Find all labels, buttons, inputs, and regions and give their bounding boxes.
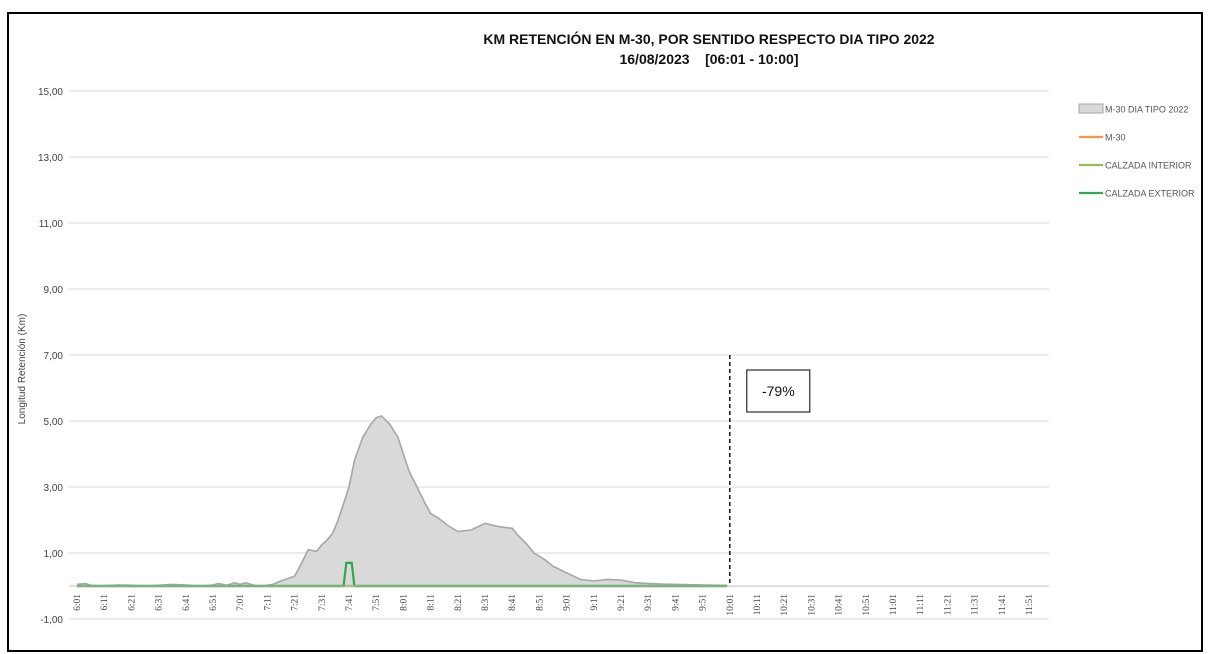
x-tick-label: 8:01 (399, 594, 409, 611)
y-tick-label: 7,00 (44, 351, 64, 362)
x-tick-label: 8:41 (508, 594, 518, 611)
x-tick-label: 10:31 (807, 594, 817, 616)
x-tick-label: 11:51 (1025, 594, 1035, 616)
legend: M-30 DIA TIPO 2022 M-30 CALZADA INTERIOR CA… (1078, 103, 1195, 199)
x-tick-label: 11:21 (943, 594, 953, 616)
grid-layer (69, 90, 1049, 620)
x-tick-label: 8:51 (535, 594, 545, 611)
y-tick-label: 3,00 (44, 483, 64, 494)
series-area-fill (77, 416, 728, 586)
x-tick-label: 9:11 (590, 594, 600, 611)
legend-label: CALZADA INTERIOR (1105, 161, 1192, 171)
legend-label: M-30 DIA TIPO 2022 (1105, 105, 1188, 115)
y-tick-label: 1,00 (44, 549, 64, 560)
x-tick-label: 7:41 (345, 594, 355, 611)
x-tick-label: 11:31 (971, 594, 981, 616)
x-tick-label: 11:41 (998, 594, 1008, 616)
x-tick-label: 7:51 (372, 594, 382, 611)
x-tick-label: 11:01 (889, 594, 899, 616)
y-tick-label: 5,00 (44, 417, 64, 428)
x-tick-label: 9:21 (617, 594, 627, 611)
x-tick-label: 7:31 (318, 594, 328, 611)
x-tick-label: 6:51 (209, 594, 219, 611)
x-tick-label: 10:21 (780, 594, 790, 616)
x-tick-label: 9:51 (699, 594, 709, 611)
plot-area (76, 415, 728, 587)
annotation-layer: -79% (729, 355, 811, 586)
annotation-box (746, 369, 811, 413)
chart-svg: KM RETENCIÓN EN M-30, POR SENTIDO RESPEC… (17, 30, 1195, 626)
x-tick-label: 7:21 (291, 594, 301, 611)
chart-title: KM RETENCIÓN EN M-30, POR SENTIDO RESPEC… (483, 30, 934, 47)
x-tick-label: 6:01 (73, 594, 83, 611)
legend-label: M-30 (1105, 133, 1126, 143)
x-tick-label: 10:41 (835, 594, 845, 616)
chart-frame: KM RETENCIÓN EN M-30, POR SENTIDO RESPEC… (7, 12, 1203, 652)
x-tick-label: 8:21 (454, 594, 464, 611)
x-tick-label: 6:31 (155, 594, 165, 611)
x-tick-label: 8:31 (481, 594, 491, 611)
y-axis-ticks: -1,00 1,00 3,00 5,00 7,00 9,00 11,00 13,00 15,00 (38, 87, 63, 626)
x-axis-ticks: 6:01 6:11 6:21 6:31 6:41 6:51 7:01 7:11 7:21 7:31… (69, 585, 1049, 616)
x-tick-label: 10:51 (862, 594, 872, 616)
x-tick-label: 9:01 (563, 594, 573, 611)
y-tick-label: 15,00 (38, 87, 63, 98)
x-tick-label: 9:41 (671, 594, 681, 611)
y-tick-label: 13,00 (38, 153, 63, 164)
annotation-label: -79% (762, 383, 795, 399)
series-area-outline (76, 415, 728, 587)
legend-swatch (1078, 103, 1104, 114)
x-tick-label: 6:21 (127, 594, 137, 611)
x-tick-label: 9:31 (644, 594, 654, 611)
x-tick-label: 6:11 (100, 594, 110, 611)
x-tick-label: 10:01 (726, 594, 736, 616)
legend-label: CALZADA EXTERIOR (1105, 189, 1195, 199)
y-tick-label: 9,00 (44, 285, 64, 296)
x-tick-label: 11:11 (916, 594, 926, 615)
x-tick-label: 7:11 (263, 594, 273, 611)
x-tick-label: 6:41 (182, 594, 192, 611)
x-tick-label: 7:01 (236, 594, 246, 611)
x-tick-label: 8:11 (427, 594, 437, 611)
y-tick-label: 11,00 (39, 219, 64, 230)
chart-subtitle: 16/08/2023 [06:01 - 10:00] (619, 51, 798, 67)
x-tick-label: 10:11 (753, 594, 763, 616)
y-tick-label: -1,00 (40, 615, 63, 626)
y-axis-label: Longitud Retención (Km) (17, 314, 28, 425)
